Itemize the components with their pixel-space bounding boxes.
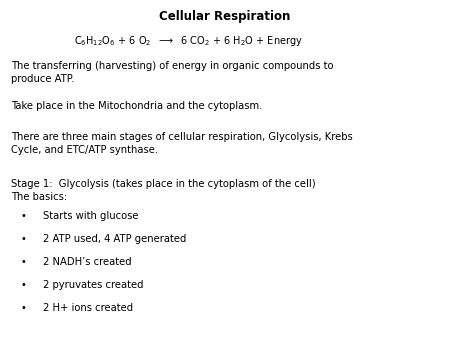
Text: There are three main stages of cellular respiration, Glycolysis, Krebs
Cycle, an: There are three main stages of cellular …: [11, 132, 353, 154]
Text: Starts with glucose: Starts with glucose: [43, 211, 138, 221]
Text: •: •: [20, 280, 26, 290]
Text: •: •: [20, 234, 26, 244]
Text: Stage 1:  Glycolysis (takes place in the cytoplasm of the cell)
The basics:: Stage 1: Glycolysis (takes place in the …: [11, 179, 316, 202]
Text: •: •: [20, 257, 26, 267]
Text: •: •: [20, 211, 26, 221]
Text: 2 pyruvates created: 2 pyruvates created: [43, 280, 143, 290]
Text: 2 ATP used, 4 ATP generated: 2 ATP used, 4 ATP generated: [43, 234, 186, 244]
Text: Cellular Respiration: Cellular Respiration: [159, 10, 291, 23]
Text: 2 H+ ions created: 2 H+ ions created: [43, 303, 133, 313]
Text: Take place in the Mitochondria and the cytoplasm.: Take place in the Mitochondria and the c…: [11, 101, 263, 112]
Text: •: •: [20, 303, 26, 313]
Text: $\mathdefault{C_6H_{12}O_6}$ + 6 $\mathdefault{O_2}$  $\longrightarrow$  6 $\mat: $\mathdefault{C_6H_{12}O_6}$ + 6 $\mathd…: [75, 34, 303, 48]
Text: The transferring (harvesting) of energy in organic compounds to
produce ATP.: The transferring (harvesting) of energy …: [11, 61, 334, 83]
Text: 2 NADH’s created: 2 NADH’s created: [43, 257, 131, 267]
